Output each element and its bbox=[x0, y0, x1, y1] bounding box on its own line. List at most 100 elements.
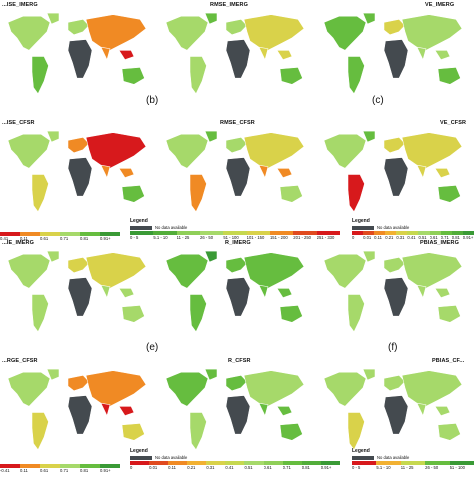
region-au bbox=[121, 423, 145, 441]
region-na bbox=[165, 15, 209, 51]
region-india bbox=[416, 402, 427, 417]
legend-swatch bbox=[282, 461, 302, 465]
region-sea bbox=[276, 288, 293, 298]
legend-tick-label: 0.11 bbox=[20, 236, 28, 241]
legend-tick-label: 0.51 bbox=[418, 235, 427, 240]
region-greenland bbox=[204, 250, 218, 263]
legend-tick-label: 0.91+ bbox=[100, 236, 111, 241]
legend-swatch bbox=[316, 231, 340, 235]
region-sea bbox=[276, 406, 293, 416]
region-sa bbox=[347, 56, 365, 95]
legend-tick-label: 0.41 bbox=[0, 236, 9, 241]
region-india bbox=[100, 402, 111, 417]
region-asia bbox=[401, 132, 463, 169]
legend-tick-label: 0.61 bbox=[263, 465, 272, 470]
map-panel-c4 bbox=[323, 368, 463, 451]
region-au bbox=[279, 305, 303, 323]
region-af bbox=[383, 395, 409, 435]
legend-swatch bbox=[187, 461, 207, 465]
panel-title-a4: ...RGE_CFSR bbox=[2, 358, 38, 364]
legend-tick-label: 11 - 25 bbox=[400, 465, 414, 470]
region-sea bbox=[434, 50, 451, 60]
legend-tick-label: 0 bbox=[130, 465, 133, 470]
map-panel-a1 bbox=[7, 12, 147, 95]
region-af bbox=[383, 39, 409, 79]
region-sa bbox=[31, 174, 49, 213]
legend-title: Legend bbox=[352, 448, 370, 454]
legend-swatch bbox=[396, 231, 408, 235]
legend-swatch bbox=[429, 231, 441, 235]
region-asia bbox=[243, 370, 305, 407]
region-au bbox=[121, 305, 145, 323]
region-au bbox=[279, 423, 303, 441]
legend-swatch bbox=[80, 232, 100, 236]
legend-swatch bbox=[418, 231, 430, 235]
legend-tick-label: 51 - 100 bbox=[449, 465, 465, 470]
legend-title: Legend bbox=[352, 218, 370, 224]
legend-swatch bbox=[153, 231, 177, 235]
region-asia bbox=[243, 14, 305, 51]
legend-tick-label: 26 - 50 bbox=[199, 235, 214, 240]
panel-title-a1: ...ISE_IMERG bbox=[2, 2, 38, 8]
no-data-swatch bbox=[130, 455, 152, 460]
region-na bbox=[7, 253, 51, 289]
region-au bbox=[121, 185, 145, 203]
panel-label-c: (c) bbox=[372, 95, 384, 106]
no-data-label: No data available bbox=[155, 455, 188, 460]
region-greenland bbox=[46, 250, 60, 263]
legend-title: Legend bbox=[130, 218, 148, 224]
legend-tick-label: 0.61 bbox=[40, 468, 49, 473]
panel-label-b: (b) bbox=[146, 95, 159, 106]
region-na bbox=[7, 371, 51, 407]
panel-title-b3: R_IMERG bbox=[225, 240, 251, 246]
legend-tick-label: 0.11 bbox=[374, 235, 382, 240]
legend-swatch bbox=[130, 461, 150, 465]
legend-swatch bbox=[352, 461, 377, 465]
legend-tick-label: 11 - 25 bbox=[176, 235, 190, 240]
region-asia bbox=[243, 132, 305, 169]
legend-tick-label: 0 bbox=[352, 235, 355, 240]
legend-tick-label: -0.41 bbox=[0, 468, 10, 473]
legend-swatch bbox=[199, 231, 224, 235]
legend-swatch bbox=[223, 231, 247, 235]
legend-swatch bbox=[425, 461, 450, 465]
legend-swatch bbox=[80, 464, 100, 468]
region-sa bbox=[347, 174, 365, 213]
region-af bbox=[383, 277, 409, 317]
legend-swatch bbox=[246, 231, 270, 235]
map-panel-b4 bbox=[165, 368, 305, 451]
legend-tick-label: 0.01 bbox=[149, 465, 158, 470]
legend-tick-label: 0 - 5 bbox=[130, 235, 139, 240]
region-na bbox=[323, 133, 367, 169]
region-au bbox=[279, 67, 303, 85]
map-panel-a3 bbox=[7, 250, 147, 333]
legend-swatch bbox=[60, 232, 80, 236]
legend-swatch bbox=[40, 464, 60, 468]
region-eu bbox=[225, 257, 248, 274]
region-india bbox=[416, 284, 427, 299]
region-sea bbox=[118, 50, 135, 60]
legend-tick-label: 0.81 bbox=[80, 236, 89, 241]
legend-swatch bbox=[40, 232, 60, 236]
panel-title-b1: RMSE_IMERG bbox=[210, 2, 248, 8]
legend-tick-label: 0.71 bbox=[440, 235, 449, 240]
region-eu bbox=[225, 375, 248, 392]
region-sa bbox=[189, 294, 207, 333]
region-sea bbox=[276, 168, 293, 178]
legend-swatch bbox=[269, 231, 294, 235]
panel-title-c3: PBIAS_IMERG bbox=[420, 240, 459, 246]
legend-tick-label: 101 - 150 bbox=[246, 235, 265, 240]
legend-r: Legend No data available 0 0.01 0.11 0.21 0.… bbox=[130, 448, 340, 470]
legend-swatch bbox=[176, 231, 200, 235]
region-asia bbox=[85, 14, 147, 51]
legend-tick-label: 0.81 bbox=[301, 465, 310, 470]
legend-tick-label: 0.01 bbox=[363, 235, 372, 240]
region-india bbox=[416, 46, 427, 61]
legend-tick-label: 0.61 bbox=[429, 235, 438, 240]
legend-tick-label: 0.21 bbox=[187, 465, 196, 470]
legend-swatch bbox=[352, 231, 364, 235]
region-sa bbox=[347, 294, 365, 333]
region-india bbox=[100, 46, 111, 61]
map-panel-c2 bbox=[323, 130, 463, 213]
region-greenland bbox=[46, 368, 60, 381]
